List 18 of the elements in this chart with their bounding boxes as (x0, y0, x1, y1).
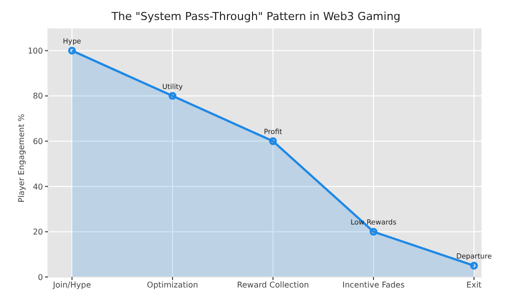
point (168, 92, 176, 100)
y-axis-title: Player Engagement % (16, 113, 26, 202)
x-tick-label: Reward Collection (237, 280, 309, 290)
point (370, 228, 378, 236)
x-tick-label: Join/Hype (52, 280, 92, 290)
y-tick-label: 60 (32, 137, 43, 146)
y-tick-label: 100 (28, 46, 43, 56)
y-tick-label: 40 (32, 182, 43, 192)
point (269, 137, 277, 146)
y-tick-label: 80 (32, 92, 43, 101)
y-tick-label: 20 (32, 228, 43, 237)
x-tick-label: Incentive Fades (342, 280, 405, 290)
point (470, 262, 478, 270)
x-tick-label: Exit (466, 280, 482, 290)
y-tick-label: 0 (38, 272, 43, 282)
point (68, 46, 76, 55)
x-tick-label: Optimization (146, 280, 198, 290)
chart-title: The "System Pass-Through" Pattern in Web3 Gaming (110, 9, 402, 25)
